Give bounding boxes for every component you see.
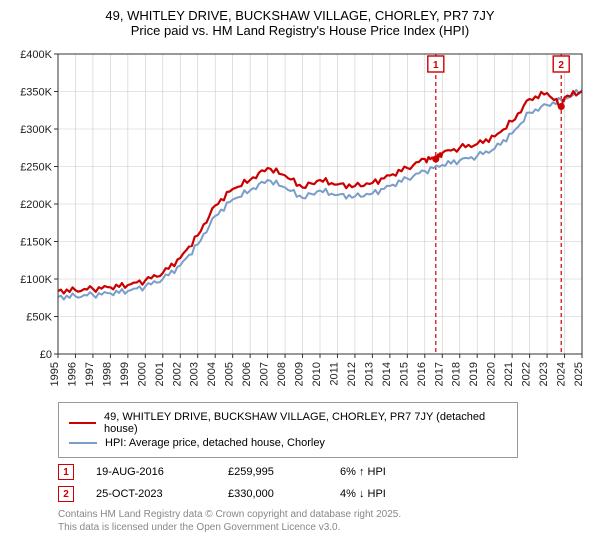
x-tick-label: 2016 — [416, 362, 428, 386]
y-tick-label: £350K — [20, 87, 52, 99]
x-tick-label: 2018 — [451, 362, 463, 386]
x-tick-label: 2010 — [311, 362, 323, 386]
x-tick-label: 2008 — [276, 362, 288, 386]
chart-marker-2: 2 — [558, 60, 564, 71]
line-chart-svg: £0 £50K £100K £150K £200K £250K £300K £350K £400… — [8, 44, 592, 394]
y-tick-label: £150K — [20, 237, 52, 249]
x-tick-label: 2023 — [538, 362, 550, 386]
y-tick-label: £0 — [40, 349, 52, 361]
event-pct: 6% ↑ HPI — [340, 466, 386, 478]
x-tick-label: 2005 — [224, 362, 236, 386]
x-tick-label: 2000 — [136, 362, 148, 386]
x-tick-label: 1998 — [101, 362, 113, 386]
legend-label: HPI: Average price, detached house, Chor… — [105, 437, 325, 449]
chart-title-block: 49, WHITLEY DRIVE, BUCKSHAW VILLAGE, CHO… — [8, 8, 592, 38]
legend-row: 49, WHITLEY DRIVE, BUCKSHAW VILLAGE, CHO… — [69, 411, 507, 435]
x-tick-label: 2007 — [259, 362, 271, 386]
x-tick-label: 2020 — [486, 362, 498, 386]
chart-title-line2: Price paid vs. HM Land Registry's House … — [8, 23, 592, 38]
x-tick-label: 2017 — [433, 362, 445, 386]
x-tick-label: 1996 — [66, 362, 78, 386]
x-tick-label: 2021 — [503, 362, 515, 386]
footer-attribution: Contains HM Land Registry data © Crown c… — [58, 508, 592, 534]
y-tick-label: £50K — [26, 312, 52, 324]
y-tick-label: £400K — [20, 49, 52, 61]
y-tick-label: £250K — [20, 162, 52, 174]
y-tick-label: £100K — [20, 274, 52, 286]
footer-line2: This data is licensed under the Open Gov… — [58, 521, 592, 534]
chart-area: £0 £50K £100K £150K £200K £250K £300K £350K £400… — [8, 44, 592, 394]
event-date: 25-OCT-2023 — [96, 488, 206, 500]
x-tick-label: 2011 — [328, 362, 340, 386]
event-price: £330,000 — [228, 488, 318, 500]
event-date: 19-AUG-2016 — [96, 466, 206, 478]
x-tick-label: 2015 — [398, 362, 410, 386]
footer-line1: Contains HM Land Registry data © Crown c… — [58, 508, 592, 521]
legend-swatch — [69, 422, 96, 424]
x-tick-label: 2013 — [363, 362, 375, 386]
event-row-2: 2 25-OCT-2023 £330,000 4% ↓ HPI — [58, 486, 592, 502]
x-tick-label: 2024 — [556, 362, 568, 386]
event-list: 1 19-AUG-2016 £259,995 6% ↑ HPI 2 25-OCT-2023… — [58, 464, 592, 502]
x-tick-label: 2025 — [573, 362, 585, 386]
x-tick-label: 1995 — [49, 362, 61, 386]
y-tick-label: £200K — [20, 199, 52, 211]
chart-title-line1: 49, WHITLEY DRIVE, BUCKSHAW VILLAGE, CHO… — [8, 8, 592, 23]
legend-label: 49, WHITLEY DRIVE, BUCKSHAW VILLAGE, CHO… — [104, 411, 507, 435]
event-marker-2: 2 — [58, 486, 74, 502]
x-tick-label: 2019 — [468, 362, 480, 386]
x-tick-label: 2009 — [294, 362, 306, 386]
legend-row: HPI: Average price, detached house, Chor… — [69, 437, 507, 449]
legend-swatch — [69, 442, 97, 444]
x-tick-label: 2003 — [189, 362, 201, 386]
event-row-1: 1 19-AUG-2016 £259,995 6% ↑ HPI — [58, 464, 592, 480]
x-tick-label: 2002 — [171, 362, 183, 386]
x-tick-label: 1997 — [84, 362, 96, 386]
x-tick-label: 2006 — [241, 362, 253, 386]
event-pct: 4% ↓ HPI — [340, 488, 386, 500]
x-tick-label: 2012 — [346, 362, 358, 386]
x-tick-label: 2004 — [206, 362, 218, 386]
event-marker-1: 1 — [58, 464, 74, 480]
x-tick-label: 2022 — [521, 362, 533, 386]
y-tick-label: £300K — [20, 124, 52, 136]
x-tick-label: 2014 — [381, 362, 393, 386]
event-price: £259,995 — [228, 466, 318, 478]
x-tick-label: 2001 — [154, 362, 166, 386]
x-tick-label: 1999 — [119, 362, 131, 386]
legend: 49, WHITLEY DRIVE, BUCKSHAW VILLAGE, CHO… — [58, 402, 518, 458]
chart-marker-1: 1 — [433, 60, 439, 71]
